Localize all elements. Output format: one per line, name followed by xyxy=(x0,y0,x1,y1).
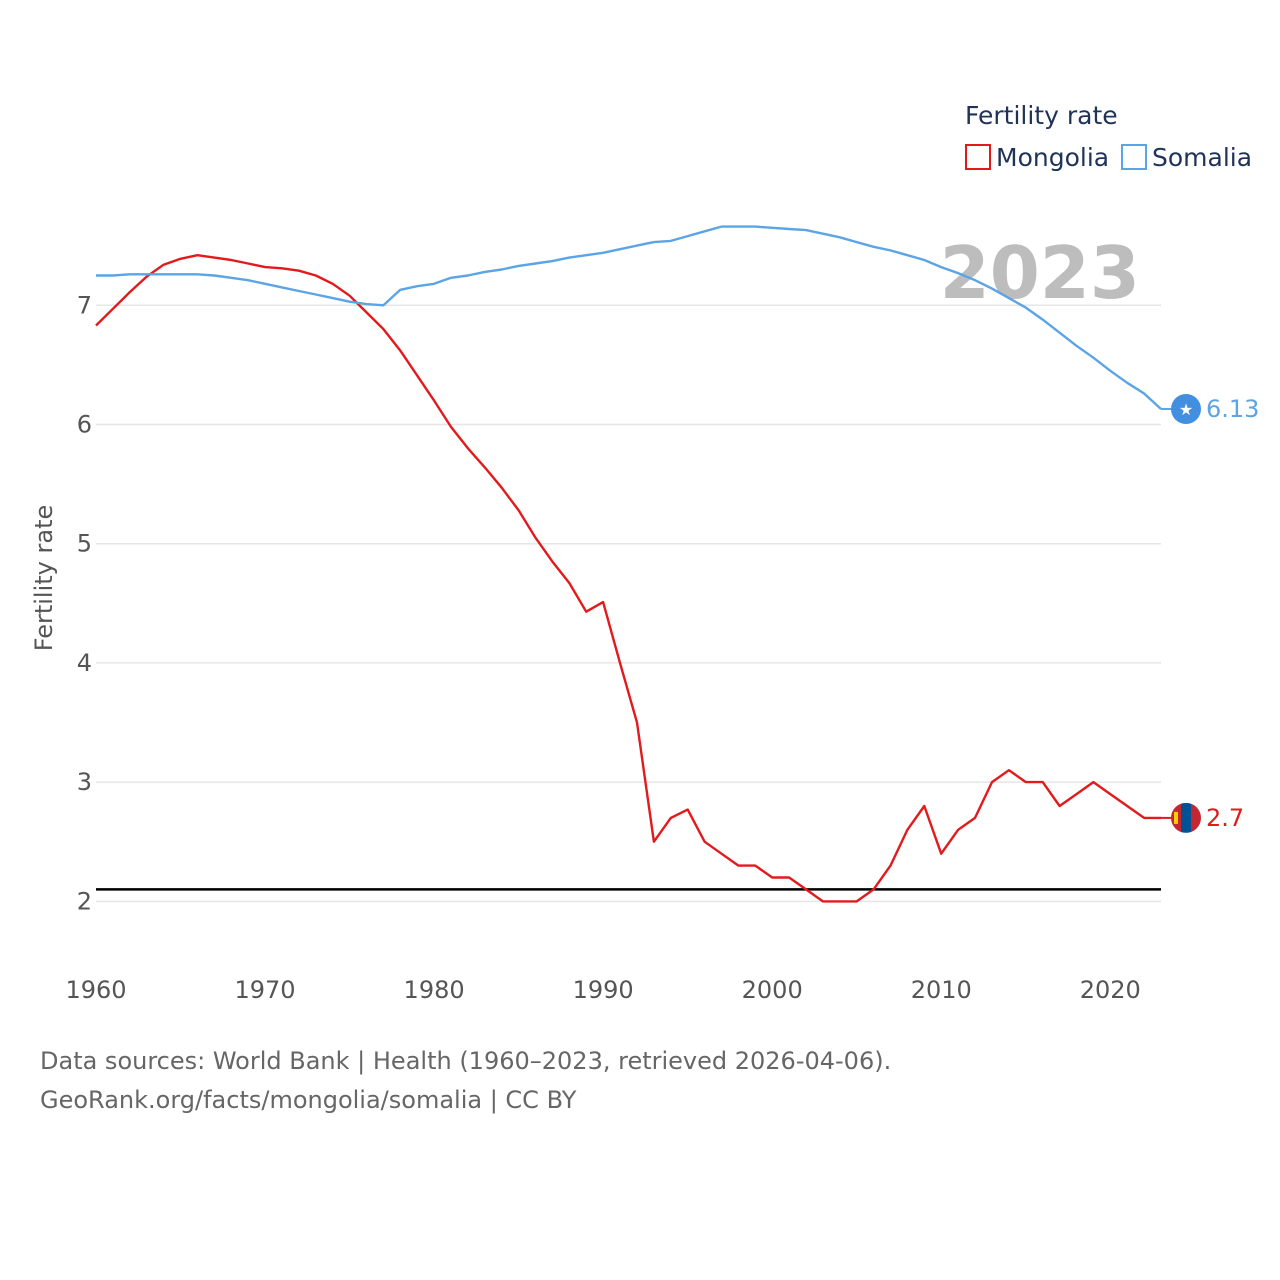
x-tick-1980: 1980 xyxy=(404,976,465,1004)
legend: Fertility rate Mongolia Somalia xyxy=(965,101,1252,172)
flag-stripe-right xyxy=(1191,802,1201,833)
source-line: Data sources: World Bank | Health (1960–… xyxy=(40,1047,892,1075)
y-tick-5: 5 xyxy=(77,530,92,558)
flag-star-icon: ★ xyxy=(1179,400,1193,419)
y-tick-3: 3 xyxy=(77,768,92,796)
series-line-mongolia xyxy=(95,253,1161,903)
legend-item-mongolia[interactable]: Mongolia xyxy=(965,143,1109,172)
flag-soyombo-icon xyxy=(1174,811,1178,824)
y-tick-6: 6 xyxy=(77,410,92,438)
x-tick-1990: 1990 xyxy=(573,976,634,1004)
current-year-label: 2023 xyxy=(940,231,1140,315)
x-tick-2020: 2020 xyxy=(1080,976,1141,1004)
legend-swatch-mongolia xyxy=(965,144,991,170)
legend-item-somalia[interactable]: Somalia xyxy=(1121,143,1252,172)
grid-lines xyxy=(96,304,1161,903)
x-axis-ticks: 1960 1970 1980 1990 2000 2010 2020 xyxy=(65,976,1140,1004)
flag-stripe-middle xyxy=(1181,802,1191,833)
y-tick-7: 7 xyxy=(77,291,92,319)
legend-swatch-somalia xyxy=(1121,144,1147,170)
y-tick-2: 2 xyxy=(77,887,92,915)
x-tick-2000: 2000 xyxy=(742,976,803,1004)
data-source-footer: Data sources: World Bank | Health (1960–… xyxy=(40,1042,891,1120)
legend-label-somalia: Somalia xyxy=(1152,143,1252,172)
y-axis-label: Fertility rate xyxy=(30,505,58,652)
fertility-rate-chart: 2 3 4 5 6 7 1960 1970 1980 1990 2000 2010 2020 Fert… xyxy=(30,101,1259,1004)
y-tick-4: 4 xyxy=(77,649,92,677)
x-tick-2010: 2010 xyxy=(911,976,972,1004)
mongolia-flag-icon xyxy=(1171,802,1201,833)
x-tick-1960: 1960 xyxy=(65,976,126,1004)
attribution-line[interactable]: GeoRank.org/facts/mongolia/somalia | CC … xyxy=(40,1086,577,1114)
somalia-flag-icon xyxy=(1171,393,1201,424)
x-tick-1970: 1970 xyxy=(235,976,296,1004)
end-value-somalia: 6.13 xyxy=(1206,395,1259,423)
legend-label-mongolia: Mongolia xyxy=(996,143,1109,172)
end-value-mongolia: 2.7 xyxy=(1206,804,1244,832)
y-axis-ticks: 2 3 4 5 6 7 xyxy=(77,291,92,915)
series-end-markers: 2.7 ★ 6.13 xyxy=(1161,393,1259,833)
legend-title: Fertility rate xyxy=(965,101,1118,130)
series-lines xyxy=(95,225,1162,903)
series-line-somalia xyxy=(96,225,1162,410)
